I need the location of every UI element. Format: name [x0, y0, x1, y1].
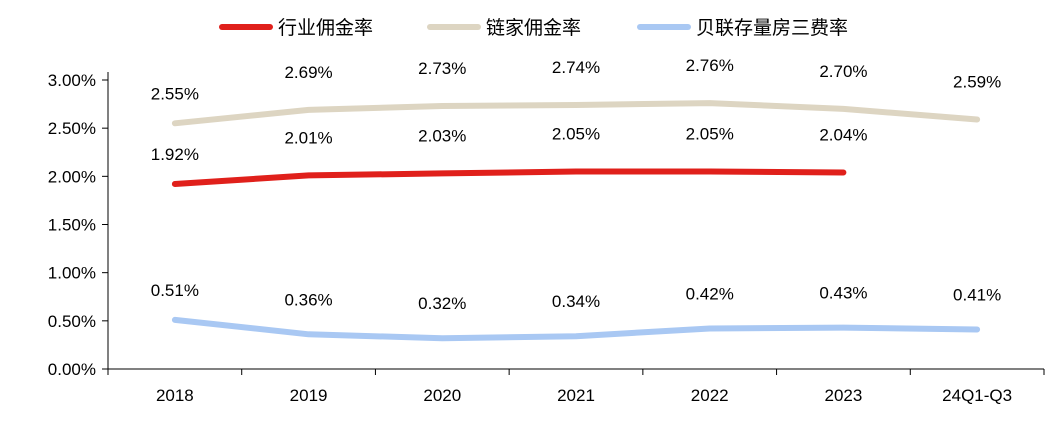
data-label: 2.55% — [151, 84, 199, 103]
data-label: 2.01% — [284, 128, 332, 147]
x-tick-label: 2019 — [290, 386, 328, 405]
x-tick-label: 2022 — [691, 386, 729, 405]
series-line-0 — [171, 168, 847, 187]
y-tick-label: 0.00% — [48, 360, 96, 379]
data-label: 2.69% — [284, 63, 332, 82]
data-label: 0.36% — [284, 290, 332, 309]
data-labels: 1.92% 2.01% 2.03% 2.05% 2.05% 2.04% 2.55% 2.69%… — [151, 56, 1001, 313]
data-label: 0.43% — [819, 284, 867, 303]
legend-label-1: 链家佣金率 — [486, 17, 581, 39]
data-label: 2.05% — [552, 125, 600, 144]
y-tick-label: 2.00% — [48, 167, 96, 186]
x-tick-label: 2020 — [423, 386, 461, 405]
axes: 0.00% 0.50% 1.00% 1.50% 2.00% 2.50% 3.00% 2018 2… — [48, 71, 1045, 405]
data-label: 0.34% — [552, 292, 600, 311]
legend-label-2: 贝联存量房三费率 — [696, 17, 848, 39]
data-label: 2.59% — [953, 72, 1001, 91]
data-label: 2.05% — [686, 125, 734, 144]
data-label: 0.32% — [418, 294, 466, 313]
data-label: 2.70% — [819, 62, 867, 81]
data-label: 2.04% — [819, 125, 867, 144]
data-label: 0.41% — [953, 286, 1001, 305]
y-tick-label: 0.50% — [48, 312, 96, 331]
x-tick-label: 2018 — [156, 386, 194, 405]
x-tick-label: 2023 — [825, 386, 863, 405]
data-label: 1.92% — [151, 145, 199, 164]
y-tick-label: 1.00% — [48, 264, 96, 283]
y-tick-label: 1.50% — [48, 216, 96, 235]
series-line-2 — [171, 316, 981, 342]
legend-label-0: 行业佣金率 — [278, 17, 373, 39]
series-line-1 — [171, 100, 981, 127]
data-label: 0.42% — [686, 285, 734, 304]
x-tick-label: 24Q1-Q3 — [942, 386, 1012, 405]
y-tick-label: 3.00% — [48, 71, 96, 90]
legend: 行业佣金率 链家佣金率 贝联存量房三费率 — [219, 17, 848, 39]
data-label: 2.74% — [552, 58, 600, 77]
y-tick-label: 2.50% — [48, 119, 96, 138]
series-lines — [171, 100, 981, 342]
data-label: 2.03% — [418, 126, 466, 145]
data-label: 2.76% — [686, 56, 734, 75]
data-label: 2.73% — [418, 59, 466, 78]
data-label: 0.51% — [151, 281, 199, 300]
x-tick-label: 2021 — [557, 386, 595, 405]
